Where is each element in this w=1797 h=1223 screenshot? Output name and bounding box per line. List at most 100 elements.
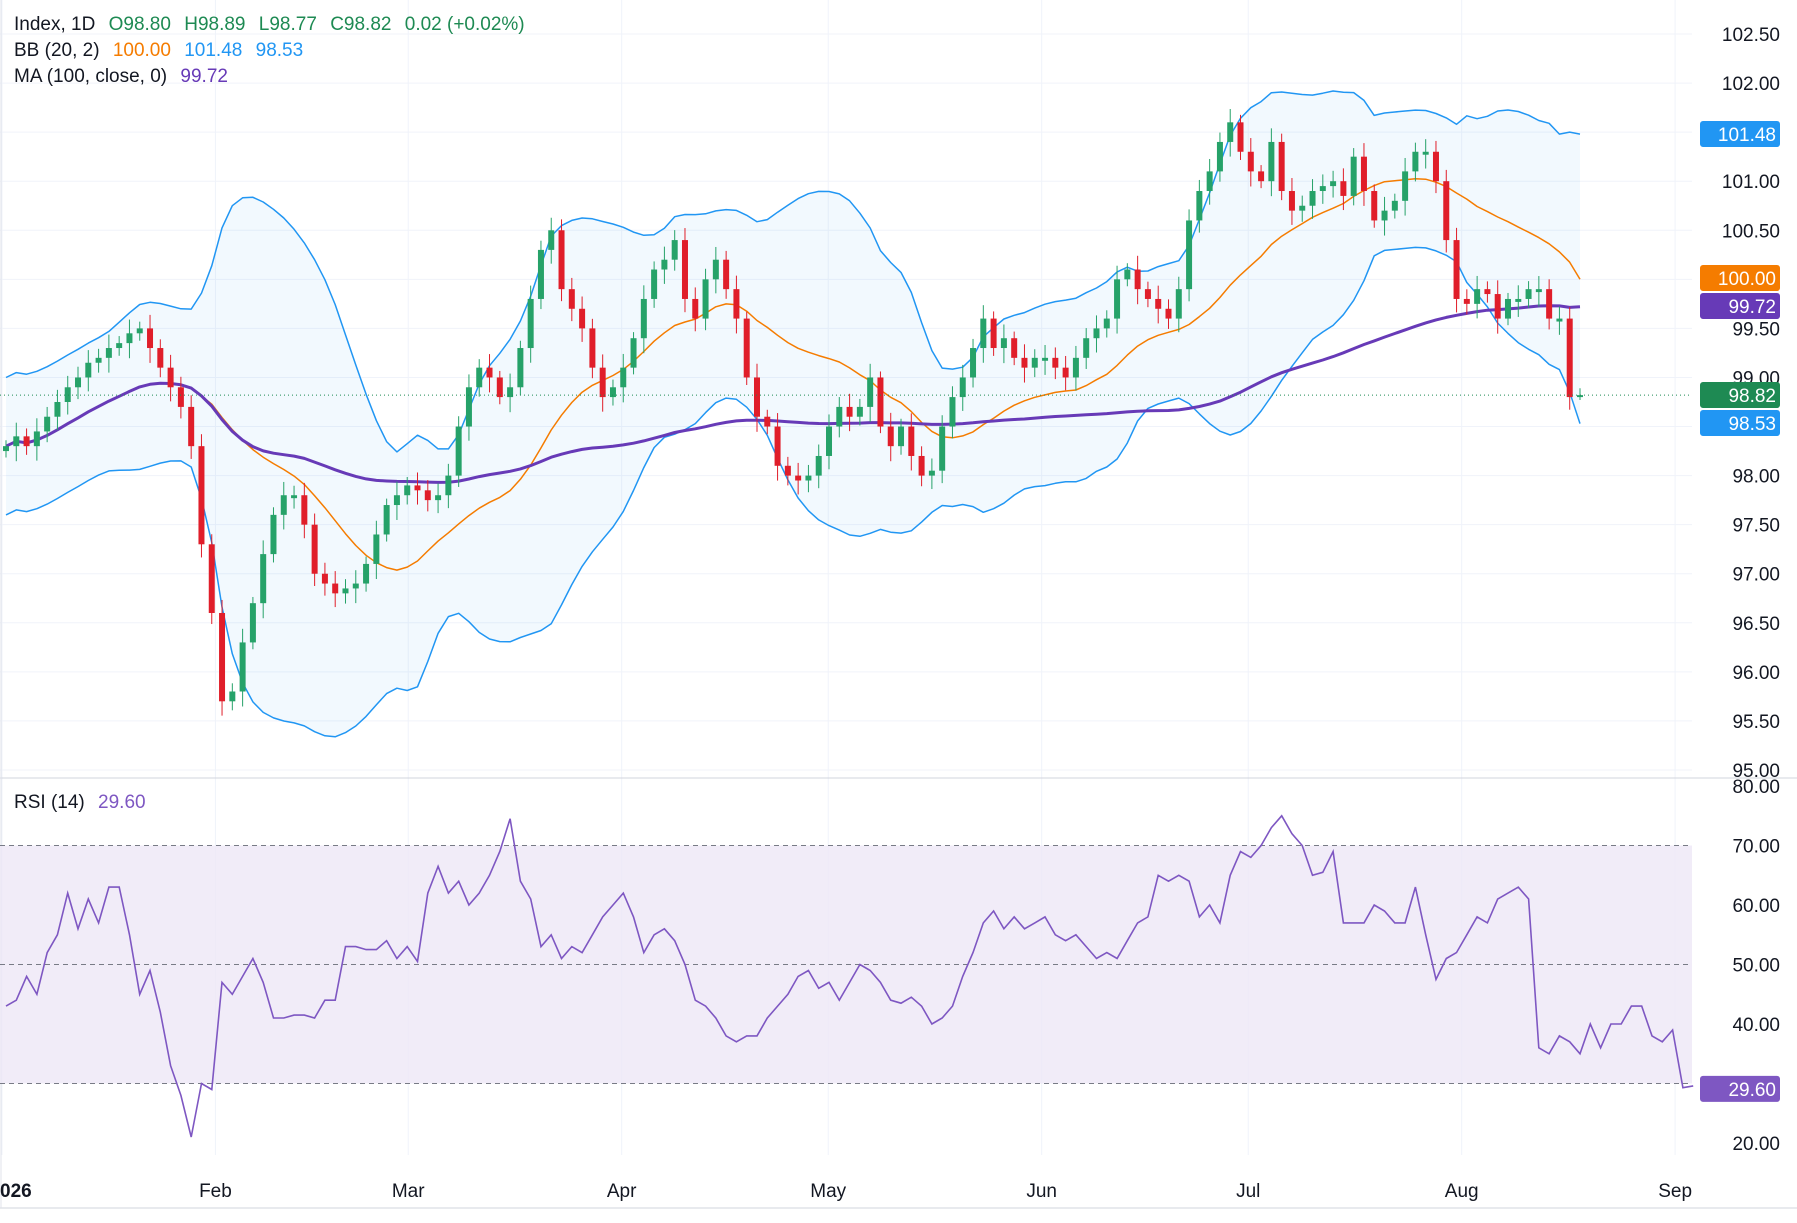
candle-body xyxy=(733,289,740,319)
candle xyxy=(465,374,472,441)
price-tick-label: 98.00 xyxy=(1732,467,1780,488)
candle-body xyxy=(1237,122,1244,152)
candle-body xyxy=(970,348,977,378)
candle-body xyxy=(1021,357,1028,368)
candle-body xyxy=(157,348,164,368)
candle xyxy=(157,339,164,378)
time-tick-label: May xyxy=(810,1181,846,1202)
badge-background xyxy=(1700,1075,1780,1102)
candle-body xyxy=(291,495,298,499)
candle-body xyxy=(764,416,771,427)
candle-body xyxy=(846,406,853,417)
candle xyxy=(1340,168,1347,211)
indicator-lines xyxy=(5,90,1581,738)
candle-body xyxy=(681,240,688,299)
ma-label: MA (100, close, 0) xyxy=(14,66,168,87)
rsi-panel xyxy=(0,814,1694,1138)
candle-body xyxy=(1083,338,1090,358)
bb-lower-line xyxy=(5,246,1581,738)
candle-body xyxy=(393,495,400,506)
candle xyxy=(609,379,616,406)
candle xyxy=(1556,306,1563,335)
candle-body xyxy=(1093,328,1100,339)
time-tick-label: Apr xyxy=(607,1181,637,1202)
price-tick-label: 101.00 xyxy=(1722,172,1780,193)
candle-body xyxy=(435,495,442,501)
candle xyxy=(867,363,874,422)
candle xyxy=(332,571,339,608)
candle-body xyxy=(496,377,503,398)
candle-body xyxy=(64,387,71,402)
badge-background xyxy=(1700,410,1780,436)
candle-body xyxy=(126,333,133,344)
candle-body xyxy=(1288,191,1295,211)
candle-body xyxy=(1330,181,1337,187)
time-axis[interactable]: 026 Feb Mar Apr May Jun Jul Aug Sep xyxy=(0,1181,1692,1202)
bb-mid-value: 100.00 xyxy=(112,40,171,61)
candle xyxy=(1114,265,1121,334)
price-badge: 99.72 xyxy=(1700,293,1780,319)
candle-body xyxy=(671,240,678,260)
symbol-label: Index, 1D xyxy=(14,14,96,35)
price-tick-label: 97.00 xyxy=(1732,565,1780,586)
candle xyxy=(1319,174,1326,204)
candle-body xyxy=(1155,298,1162,309)
price-tick-label: 102.00 xyxy=(1722,74,1780,95)
candle xyxy=(54,389,61,431)
candle xyxy=(1566,307,1573,410)
candle-body xyxy=(1535,289,1542,293)
candle xyxy=(424,480,431,512)
ma-value: 99.72 xyxy=(180,66,228,87)
price-tick-label: 95.00 xyxy=(1732,761,1780,782)
price-badge: 98.82 xyxy=(1700,382,1780,408)
candle xyxy=(1360,143,1367,206)
price-tick-label: 102.50 xyxy=(1722,25,1780,46)
candle xyxy=(1052,347,1059,380)
candle-body xyxy=(712,259,719,280)
candle xyxy=(1216,132,1223,182)
candle-body xyxy=(836,406,843,427)
candle xyxy=(846,393,853,432)
candle-body xyxy=(383,505,390,535)
candle xyxy=(1011,331,1018,366)
candle-body xyxy=(1000,338,1007,349)
candle-body xyxy=(908,426,915,456)
candle-body xyxy=(507,387,514,398)
candle-body xyxy=(1196,191,1203,221)
candle-body xyxy=(1247,151,1254,172)
candle xyxy=(1206,158,1213,205)
candle-body xyxy=(640,298,647,339)
badge-background xyxy=(1700,382,1780,408)
candle xyxy=(1227,109,1234,157)
candle-body xyxy=(188,406,195,447)
candle-body xyxy=(753,377,760,417)
candle-body xyxy=(404,485,411,496)
time-tick-label: Mar xyxy=(392,1181,425,1202)
candle xyxy=(116,336,123,356)
candle-body xyxy=(1566,318,1573,398)
candle-body xyxy=(1391,200,1398,211)
bb-middle-line xyxy=(5,177,1581,571)
candle xyxy=(414,472,421,505)
candle-body xyxy=(599,367,606,398)
candle-body xyxy=(661,259,668,270)
candle-body xyxy=(1422,151,1429,155)
candle xyxy=(95,348,102,373)
candle-body xyxy=(342,588,349,594)
candle-body xyxy=(116,343,123,349)
candle xyxy=(1453,227,1460,313)
time-tick-label: Jul xyxy=(1236,1181,1260,1202)
candle-body xyxy=(486,367,493,378)
candle xyxy=(188,395,195,459)
candle xyxy=(579,296,586,342)
candle xyxy=(1412,142,1419,182)
candle xyxy=(1288,178,1295,225)
bb-upper-value: 101.48 xyxy=(184,40,243,61)
candle xyxy=(1330,170,1337,198)
rsi-tick-label: 50.00 xyxy=(1732,956,1780,977)
candle-body xyxy=(1165,308,1172,319)
candle xyxy=(1371,184,1378,228)
candle-body xyxy=(1381,210,1388,221)
price-tick-label: 100.50 xyxy=(1722,221,1780,242)
